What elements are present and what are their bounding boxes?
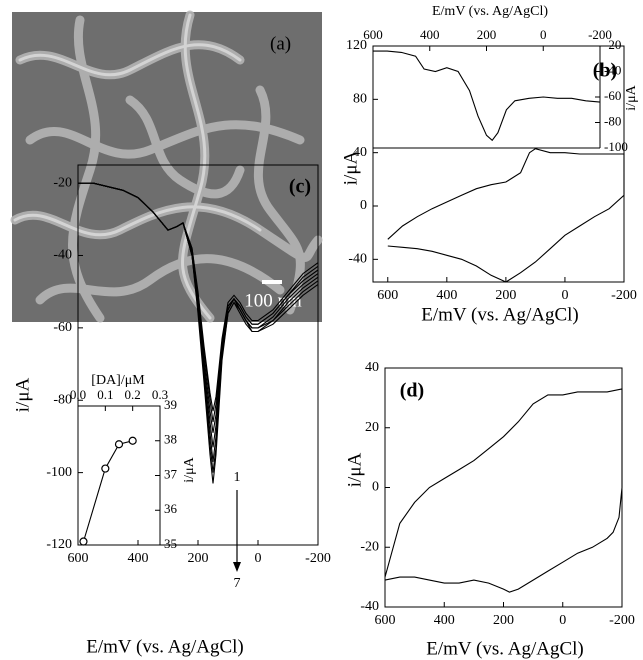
y-tick-label: -20	[53, 175, 72, 190]
x-tick-label: 400	[128, 551, 149, 566]
y-tick-label: 35	[164, 536, 177, 551]
y-axis-title: i/μA	[12, 377, 33, 412]
data-point	[102, 465, 109, 472]
x-tick-label: 0	[561, 288, 568, 303]
y-tick-label: 0	[372, 480, 379, 495]
x-axis-title: E/mV (vs. Ag/AgCl)	[421, 304, 578, 325]
plot-frame	[78, 406, 160, 545]
y-tick-label: -120	[46, 537, 72, 552]
annotation: 7	[234, 576, 241, 591]
series-line	[373, 51, 600, 140]
data-point	[116, 441, 123, 448]
y-tick-label: -20	[360, 539, 379, 554]
plot-frame	[373, 46, 624, 282]
x-tick-label: 600	[375, 613, 396, 628]
x-tick-label: 0	[559, 613, 566, 628]
y-tick-label: 40	[353, 145, 367, 160]
panel-label: (c)	[289, 176, 311, 198]
series-line	[84, 441, 133, 542]
panel-label: (d)	[400, 380, 424, 402]
x-tick-label: 600	[363, 27, 383, 42]
x-tick-label: 200	[495, 288, 516, 303]
inset-x-axis-title: E/mV (vs. Ag/AgCl)	[432, 4, 548, 19]
y-tick-label: 39	[164, 397, 177, 412]
y-tick-label: -60	[53, 320, 72, 335]
x-tick-label: 200	[477, 27, 497, 42]
arrow-head	[233, 562, 241, 572]
inset-y-axis-title: i/μA	[624, 84, 639, 110]
y-tick-label: -20	[604, 37, 621, 52]
y-tick-label: -40	[360, 599, 379, 614]
x-tick-label: 0.1	[97, 387, 113, 402]
sem-image: (a) 100 nm	[12, 12, 322, 322]
x-tick-label: 0.2	[125, 387, 141, 402]
x-tick-label: 0.0	[70, 387, 86, 402]
y-tick-label: 0	[360, 198, 367, 213]
series-line	[385, 389, 622, 592]
x-tick-label: 0	[255, 551, 262, 566]
annotation: 1	[234, 470, 241, 485]
series-line	[388, 149, 624, 282]
y-tick-label: 20	[365, 420, 379, 435]
y-tick-label: 40	[365, 360, 379, 375]
y-tick-label: 36	[164, 501, 178, 516]
y-tick-label: -40	[53, 248, 72, 263]
figure: (a) 100 nm (b) E/mV (vs. Ag/AgCl) i/μA E…	[0, 0, 643, 660]
x-tick-label: -200	[611, 288, 637, 303]
inset-x-axis-title: [DA]/μM	[91, 373, 145, 388]
x-tick-label: 600	[68, 551, 89, 566]
y-tick-label: 38	[164, 432, 177, 447]
data-point	[80, 538, 87, 545]
y-tick-label: -40	[604, 62, 621, 77]
inset-y-axis-title: i/μA	[182, 456, 197, 482]
x-tick-label: 400	[436, 288, 457, 303]
x-tick-label: 200	[188, 551, 209, 566]
y-tick-label: 37	[164, 466, 178, 481]
panel-label: (a)	[270, 33, 291, 54]
x-axis-title: E/mV (vs. Ag/AgCl)	[426, 638, 583, 659]
y-axis-title: i/μA	[344, 452, 365, 487]
y-tick-label: -100	[46, 465, 72, 480]
x-tick-label: 400	[434, 613, 455, 628]
x-tick-label: 200	[493, 613, 514, 628]
x-tick-label: 600	[377, 288, 398, 303]
x-tick-label: 0	[540, 27, 547, 42]
x-axis-title: E/mV (vs. Ag/AgCl)	[86, 636, 243, 657]
y-tick-label: -40	[348, 252, 367, 267]
data-point	[129, 437, 136, 444]
y-tick-label: -60	[604, 88, 621, 103]
x-tick-label: 400	[420, 27, 440, 42]
y-tick-label: 80	[353, 92, 367, 107]
x-tick-label: -200	[609, 613, 635, 628]
y-tick-label: -100	[604, 139, 628, 154]
plot-frame	[385, 368, 622, 607]
y-tick-label: -80	[604, 113, 621, 128]
x-tick-label: -200	[305, 551, 331, 566]
